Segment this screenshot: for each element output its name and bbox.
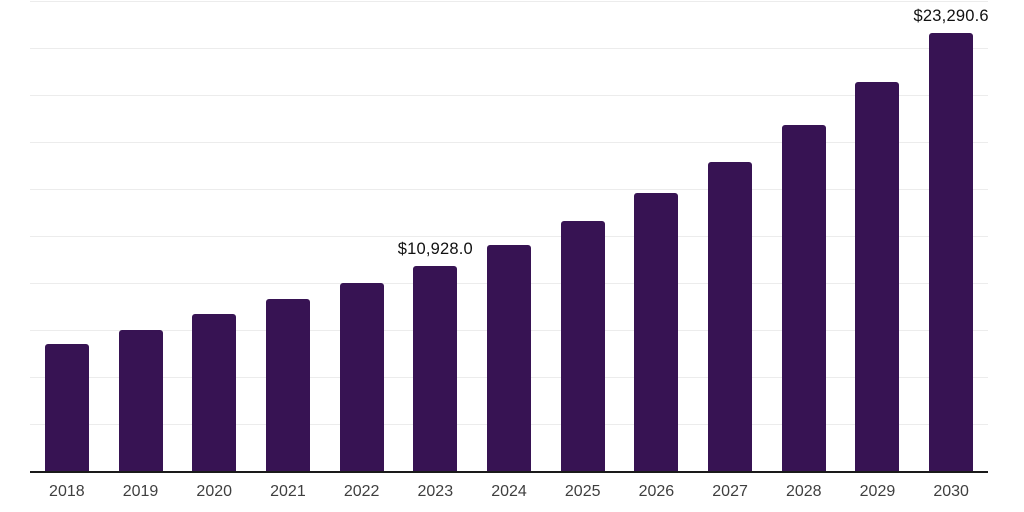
x-tick-2020: 2020 <box>196 483 233 500</box>
x-tick-2027: 2027 <box>712 483 748 500</box>
bar-2029 <box>855 81 900 471</box>
x-tick-2026: 2026 <box>638 483 675 500</box>
gridline <box>30 189 988 190</box>
gridline <box>30 236 988 237</box>
value-label-2030: $23,290.6 <box>913 7 989 26</box>
bar-2018 <box>44 344 89 471</box>
x-tick-2029: 2029 <box>859 483 896 500</box>
bar-2028 <box>781 125 826 471</box>
bar-2021 <box>265 298 310 471</box>
x-tick-2024: 2024 <box>491 483 527 500</box>
bar-2024 <box>487 245 531 471</box>
bar-2026 <box>634 192 679 471</box>
bar-2022 <box>339 283 384 471</box>
x-tick-2025: 2025 <box>564 483 601 500</box>
bar-2020 <box>192 314 237 471</box>
value-label-2023: $10,928.0 <box>397 239 473 258</box>
gridline <box>30 95 988 96</box>
bar-2023 <box>413 265 458 471</box>
x-tick-2030: 2030 <box>933 483 969 500</box>
x-tick-2028: 2028 <box>785 483 822 500</box>
x-tick-2023: 2023 <box>417 483 454 500</box>
x-tick-2019: 2019 <box>122 483 159 500</box>
x-tick-2021: 2021 <box>270 483 306 500</box>
gridline <box>30 1 988 2</box>
gridline <box>30 142 988 143</box>
x-tick-2018: 2018 <box>49 483 85 500</box>
bar-2025 <box>560 220 605 471</box>
bar-2019 <box>118 330 163 471</box>
bar-2027 <box>708 161 753 471</box>
x-tick-2022: 2022 <box>343 483 380 500</box>
plot-area: $10,928.0 $23,290.6 <box>30 1 989 473</box>
bar-2030 <box>929 33 974 471</box>
gridline <box>30 48 988 49</box>
